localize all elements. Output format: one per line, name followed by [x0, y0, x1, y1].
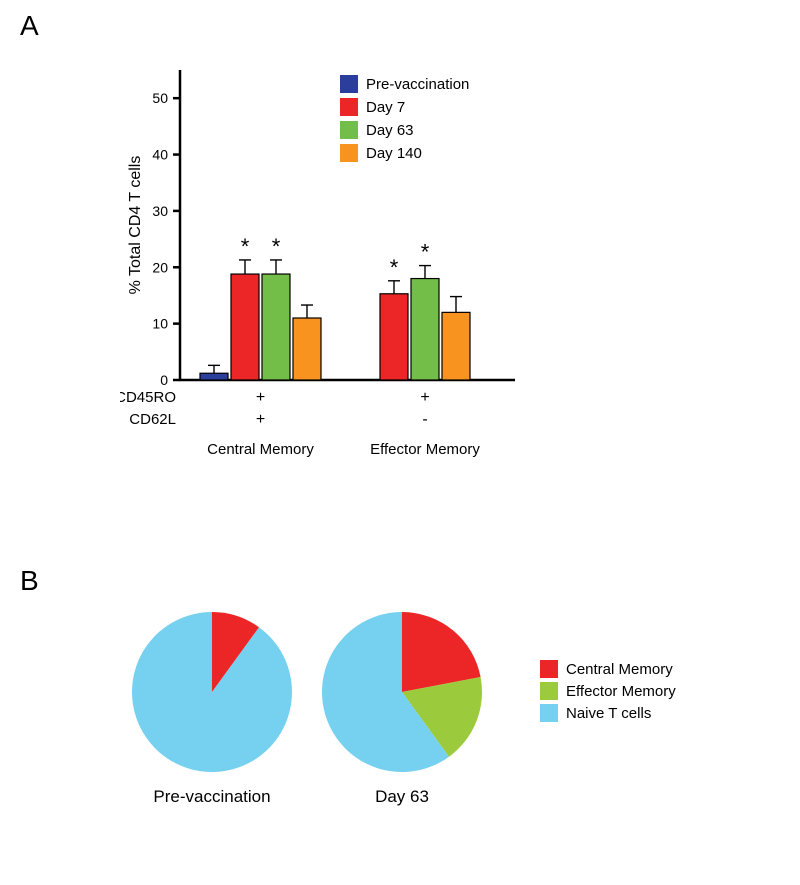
svg-text:20: 20: [152, 259, 168, 275]
bar: [200, 373, 228, 380]
svg-text:*: *: [390, 255, 399, 280]
svg-text:Day 140: Day 140: [366, 145, 422, 162]
svg-text:30: 30: [152, 203, 168, 219]
svg-text:Day 7: Day 7: [366, 99, 405, 116]
svg-text:+: +: [420, 389, 429, 406]
svg-text:*: *: [272, 234, 281, 259]
bar: [442, 312, 470, 380]
pie-charts: Pre-vaccination Day 63: [130, 610, 480, 825]
bar-chart: 0 10 20 30 40 50 % Total CD4 T cells * * * * CD45RO…: [120, 60, 540, 560]
svg-text:Effector Memory: Effector Memory: [566, 683, 676, 700]
svg-text:40: 40: [152, 147, 168, 163]
svg-text:Naive T cells: Naive T cells: [566, 705, 651, 722]
svg-text:0: 0: [160, 372, 168, 388]
svg-text:CD45RO: CD45RO: [120, 389, 176, 406]
svg-text:Central Memory: Central Memory: [207, 441, 314, 458]
svg-text:*: *: [421, 240, 430, 265]
svg-text:% Total CD4 T cells: % Total CD4 T cells: [127, 156, 144, 295]
svg-text:+: +: [256, 389, 265, 406]
bar: [411, 279, 439, 380]
bar: [380, 294, 408, 380]
pie-legend: Central Memory Effector Memory Naive T cel…: [540, 660, 760, 735]
svg-text:Effector Memory: Effector Memory: [370, 441, 480, 458]
bar: [293, 318, 321, 380]
svg-text:Day 63: Day 63: [366, 122, 414, 139]
svg-text:Day 63: Day 63: [375, 787, 429, 806]
pie-slice: [132, 612, 292, 772]
bar: [231, 274, 259, 380]
svg-text:+: +: [256, 411, 265, 428]
panel-a-label: A: [20, 10, 39, 42]
svg-text:10: 10: [152, 316, 168, 332]
svg-text:-: -: [422, 411, 427, 428]
svg-text:Central Memory: Central Memory: [566, 661, 673, 678]
svg-text:Pre-vaccination: Pre-vaccination: [153, 787, 270, 806]
svg-text:50: 50: [152, 90, 168, 106]
svg-text:Pre-vaccination: Pre-vaccination: [366, 76, 469, 93]
panel-b-label: B: [20, 565, 39, 597]
svg-text:*: *: [241, 234, 250, 259]
svg-text:CD62L: CD62L: [129, 411, 176, 428]
bar: [262, 274, 290, 380]
